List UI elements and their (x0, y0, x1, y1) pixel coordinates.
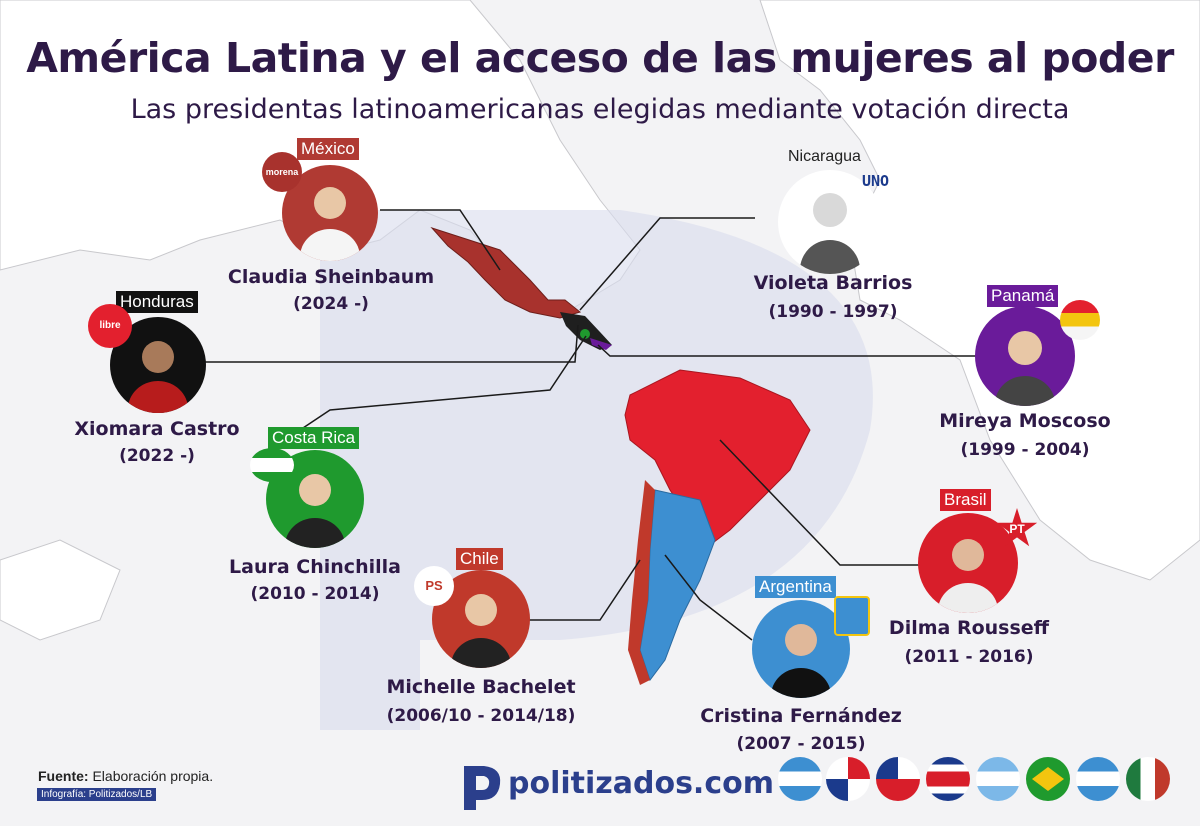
flag-chile-icon (876, 757, 920, 801)
flag-costa-rica-icon (926, 757, 970, 801)
flag-mexico-icon (1126, 757, 1170, 801)
years-castro: (2022 -) (119, 446, 195, 466)
person-silhouette-icon (995, 331, 1055, 406)
morena-logo: morena (262, 152, 302, 192)
pj-logo (834, 596, 870, 636)
source-note: Fuente: Elaboración propia. (38, 768, 213, 784)
chile-shape (628, 480, 655, 685)
connector-honduras (205, 324, 579, 363)
name-rousseff: Dilma Rousseff (888, 617, 1050, 639)
portrait-sheinbaum (282, 165, 378, 261)
brasil-rhombus (1032, 767, 1064, 791)
brand-name: politizados.com (508, 766, 774, 801)
name-castro: Xiomara Castro (74, 418, 240, 440)
person-silhouette-icon (938, 539, 998, 613)
connector-chile (525, 559, 641, 621)
years-rousseff: (2011 - 2016) (904, 647, 1034, 667)
country-name: Panamá (991, 286, 1055, 305)
portrait-fernandez (752, 600, 850, 698)
pln-logo (250, 448, 294, 482)
years-fernandez: (2007 - 2015) (736, 734, 866, 754)
flag-honduras-icon (1076, 757, 1120, 801)
name-bachelet: Michelle Bachelet (386, 676, 576, 698)
name-moscoso: Mireya Moscoso (939, 410, 1111, 432)
country-tag-mexico: México (297, 138, 359, 160)
years-bachelet: (2006/10 - 2014/18) (386, 706, 576, 726)
libre-logo: libre (88, 304, 132, 348)
flag-argentina-icon (976, 757, 1020, 801)
person-silhouette-icon (771, 624, 831, 698)
connector-costa-rica (299, 335, 587, 431)
page-subtitle: Las presidentas latinoamericanas elegida… (130, 94, 1070, 125)
country-tag-chile: Chile (456, 548, 503, 570)
flag-brasil-icon (1026, 757, 1070, 801)
person-silhouette-icon (128, 341, 188, 413)
country-tag-honduras: Honduras (116, 291, 198, 313)
politizados-logo-icon (464, 766, 501, 810)
argentina-shape (639, 489, 716, 682)
years-moscoso: (1999 - 2004) (960, 440, 1090, 460)
connector-brasil (719, 439, 920, 566)
connector-argentina (664, 554, 753, 641)
portrait-barrios (778, 170, 882, 274)
person-silhouette-icon (300, 187, 360, 261)
portrait-moscoso (975, 306, 1075, 406)
years-chinchilla: (2010 - 2014) (250, 584, 380, 604)
portrait-castro (110, 317, 206, 413)
portrait-chinchilla (266, 450, 364, 548)
source-label: Fuente: (38, 768, 89, 784)
connector-nicaragua (579, 217, 755, 311)
portrait-rousseff (918, 513, 1018, 613)
portrait-bachelet (432, 570, 530, 668)
uno-logo: UNO (862, 172, 890, 190)
name-barrios: Violeta Barrios (753, 272, 913, 294)
country-tag-panama: Panamá (987, 285, 1059, 307)
brazil-shape (624, 369, 811, 546)
arnulfista-logo (1060, 300, 1100, 340)
country-tag-brasil: Brasil (940, 489, 991, 511)
years-barrios: (1990 - 1997) (768, 302, 898, 322)
flag-nicaragua-icon (778, 757, 822, 801)
person-silhouette-icon (451, 594, 511, 668)
connector-mexico (380, 209, 501, 271)
name-sheinbaum: Claudia Sheinbaum (227, 266, 435, 288)
country-tag-argentina: Argentina (755, 576, 836, 598)
flag-panama-icon (826, 757, 870, 801)
person-silhouette-icon (800, 193, 860, 274)
name-chinchilla: Laura Chinchilla (229, 556, 401, 578)
costa-rica-dot (580, 329, 590, 339)
africa-europe-land (759, 0, 1200, 581)
chile-canton (876, 757, 898, 779)
mexico-shape (430, 226, 582, 319)
connector-panama (597, 344, 980, 357)
ps-logo: PS (414, 566, 454, 606)
person-silhouette-icon (285, 474, 345, 548)
years-sheinbaum: (2024 -) (293, 294, 369, 314)
page-title: América Latina y el acceso de las mujere… (26, 34, 1174, 82)
pacific-island-land (0, 539, 121, 641)
source-text: Elaboración propia. (92, 768, 214, 784)
infographic-credit: Infografía: Politizados/LB (37, 788, 157, 801)
name-fernandez: Cristina Fernández (700, 705, 902, 727)
panama-shape (590, 338, 612, 350)
country-tag-costa-rica: Costa Rica (268, 427, 360, 449)
country-tag-nicaragua: Nicaragua (788, 148, 861, 165)
